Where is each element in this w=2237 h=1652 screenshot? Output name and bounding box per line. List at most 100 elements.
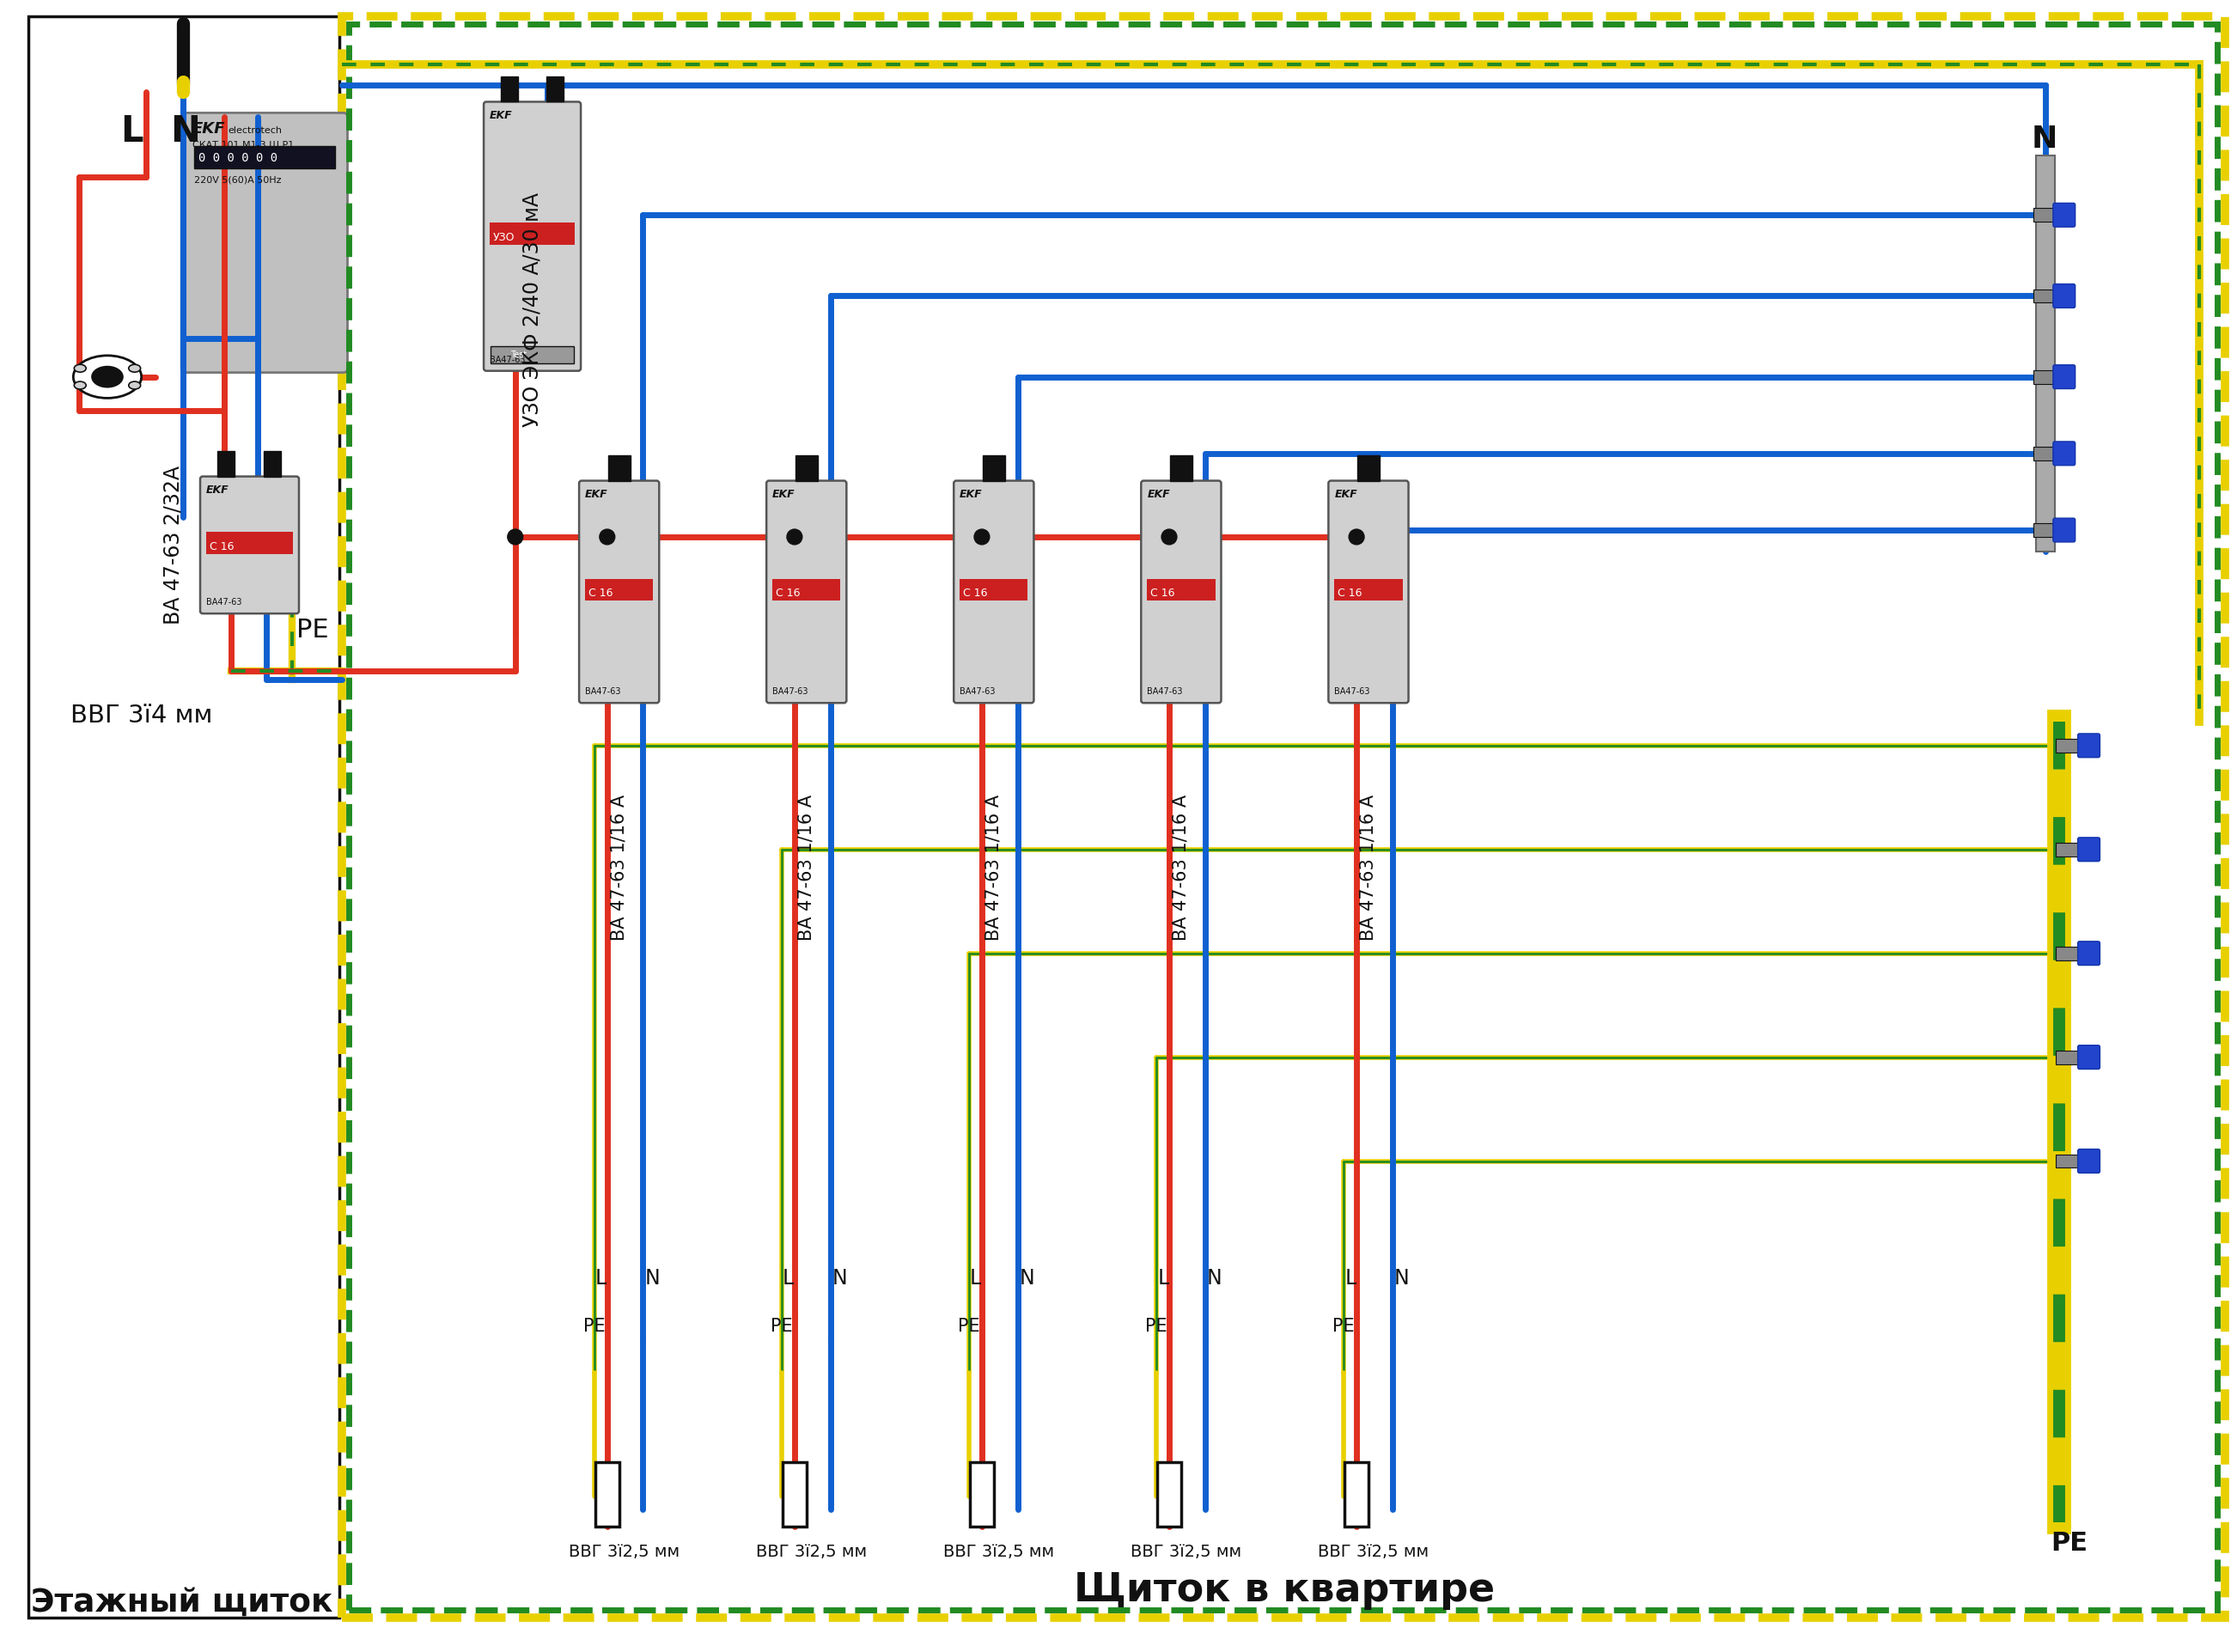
Text: PE: PE bbox=[2051, 1530, 2087, 1555]
Text: ВВГ 3ї2,5 мм: ВВГ 3ї2,5 мм bbox=[944, 1543, 1054, 1559]
Text: L: L bbox=[595, 1267, 606, 1289]
Text: C 16: C 16 bbox=[210, 540, 235, 552]
FancyBboxPatch shape bbox=[579, 481, 660, 704]
Bar bbox=[1335, 580, 1403, 601]
Bar bbox=[1148, 580, 1215, 601]
Ellipse shape bbox=[74, 382, 85, 390]
Bar bbox=[2056, 843, 2080, 857]
Text: ВВГ 3ї4 мм: ВВГ 3ї4 мм bbox=[72, 704, 213, 727]
FancyBboxPatch shape bbox=[2054, 203, 2076, 228]
FancyBboxPatch shape bbox=[1329, 481, 1409, 704]
FancyBboxPatch shape bbox=[2078, 838, 2101, 862]
Bar bbox=[586, 580, 653, 601]
FancyBboxPatch shape bbox=[199, 477, 300, 615]
Text: L: L bbox=[971, 1267, 982, 1289]
Text: ВА47-63: ВА47-63 bbox=[490, 355, 526, 363]
Text: C 16: C 16 bbox=[1150, 588, 1174, 598]
Bar bbox=[783, 1462, 808, 1526]
Text: L: L bbox=[121, 114, 143, 149]
Text: ВВГ 3ї2,5 мм: ВВГ 3ї2,5 мм bbox=[1318, 1543, 1429, 1559]
FancyBboxPatch shape bbox=[1141, 481, 1221, 704]
Bar bbox=[796, 456, 817, 481]
Bar bbox=[772, 580, 841, 601]
Text: ВА 47-63 1/16 А: ВА 47-63 1/16 А bbox=[799, 795, 814, 940]
Text: EKF: EKF bbox=[192, 121, 226, 137]
Bar bbox=[2033, 370, 2058, 385]
FancyBboxPatch shape bbox=[181, 114, 347, 373]
Bar bbox=[960, 580, 1027, 601]
Text: Щиток в квартире: Щиток в квартире bbox=[1074, 1571, 1494, 1609]
Bar bbox=[2056, 947, 2080, 960]
Text: L: L bbox=[1344, 1267, 1356, 1289]
Bar bbox=[342, 18, 2226, 1617]
Text: 220V 5(60)A 50Hz: 220V 5(60)A 50Hz bbox=[195, 175, 282, 185]
Text: L: L bbox=[783, 1267, 794, 1289]
Circle shape bbox=[787, 530, 803, 545]
Bar bbox=[490, 223, 575, 246]
Text: EKF: EKF bbox=[960, 489, 982, 501]
Circle shape bbox=[1349, 530, 1365, 545]
Text: ВА 47-63 1/16 А: ВА 47-63 1/16 А bbox=[984, 795, 1002, 940]
Bar bbox=[342, 18, 2226, 1617]
Text: ВА 47-63 1/16 А: ВА 47-63 1/16 А bbox=[1172, 795, 1190, 940]
Bar bbox=[2056, 738, 2080, 753]
Text: N: N bbox=[832, 1267, 848, 1289]
Ellipse shape bbox=[130, 382, 141, 390]
FancyBboxPatch shape bbox=[2054, 443, 2076, 466]
Bar bbox=[2056, 1051, 2080, 1064]
Bar bbox=[29, 18, 340, 1617]
Text: C 16: C 16 bbox=[964, 588, 987, 598]
Circle shape bbox=[973, 530, 989, 545]
Text: C 16: C 16 bbox=[588, 588, 613, 598]
Circle shape bbox=[1161, 530, 1177, 545]
Text: ВА47-63: ВА47-63 bbox=[1335, 687, 1369, 695]
FancyBboxPatch shape bbox=[2078, 733, 2101, 758]
FancyBboxPatch shape bbox=[2054, 519, 2076, 542]
Text: EKF: EKF bbox=[490, 111, 512, 121]
Text: EKF: EKF bbox=[586, 489, 608, 501]
Circle shape bbox=[508, 530, 523, 545]
Text: УЗО ЭКФ 2/40 А/30 мА: УЗО ЭКФ 2/40 А/30 мА bbox=[521, 192, 544, 426]
Text: СКАТ 101 М1-3 Ш Р1: СКАТ 101 М1-3 Ш Р1 bbox=[192, 140, 293, 149]
Text: ВА 47-63 1/16 А: ВА 47-63 1/16 А bbox=[611, 795, 629, 940]
Bar bbox=[608, 456, 631, 481]
Bar bbox=[1344, 1462, 1369, 1526]
Text: C 16: C 16 bbox=[776, 588, 801, 598]
Bar bbox=[2033, 289, 2058, 304]
Ellipse shape bbox=[74, 357, 141, 398]
Bar bbox=[2056, 1155, 2080, 1168]
FancyBboxPatch shape bbox=[767, 481, 846, 704]
Bar bbox=[195, 147, 336, 169]
Bar bbox=[2033, 448, 2058, 461]
FancyBboxPatch shape bbox=[2054, 365, 2076, 390]
Text: 0 0 0 0 0 0: 0 0 0 0 0 0 bbox=[199, 152, 277, 164]
Text: C 16: C 16 bbox=[1338, 588, 1362, 598]
Text: УЗО: УЗО bbox=[492, 231, 515, 243]
Bar bbox=[1170, 456, 1192, 481]
Text: Этажный щиток: Этажный щиток bbox=[31, 1586, 333, 1617]
Text: N: N bbox=[2031, 124, 2058, 154]
Text: PE: PE bbox=[1333, 1317, 1356, 1335]
Text: ВВГ 3ї2,5 мм: ВВГ 3ї2,5 мм bbox=[1132, 1543, 1242, 1559]
Text: ВА 47-63 1/16 А: ВА 47-63 1/16 А bbox=[1360, 795, 1378, 940]
Text: Test: Test bbox=[510, 350, 526, 358]
Bar bbox=[1358, 456, 1380, 481]
Text: PE: PE bbox=[772, 1317, 792, 1335]
Text: ВА47-63: ВА47-63 bbox=[206, 598, 242, 606]
FancyBboxPatch shape bbox=[2078, 1046, 2101, 1069]
Text: EKF: EKF bbox=[1148, 489, 1170, 501]
Bar bbox=[2036, 157, 2056, 552]
Text: EKF: EKF bbox=[1335, 489, 1358, 501]
Text: EKF: EKF bbox=[772, 489, 796, 501]
Bar bbox=[971, 1462, 993, 1526]
Text: N: N bbox=[644, 1267, 660, 1289]
FancyBboxPatch shape bbox=[2078, 942, 2101, 965]
Bar bbox=[595, 1462, 620, 1526]
FancyBboxPatch shape bbox=[953, 481, 1033, 704]
Ellipse shape bbox=[74, 365, 85, 373]
Text: electrotech: electrotech bbox=[228, 126, 282, 135]
Bar bbox=[982, 456, 1004, 481]
Text: ВА 47-63 2/32А: ВА 47-63 2/32А bbox=[163, 466, 183, 624]
Bar bbox=[264, 451, 282, 477]
Bar bbox=[546, 78, 564, 102]
